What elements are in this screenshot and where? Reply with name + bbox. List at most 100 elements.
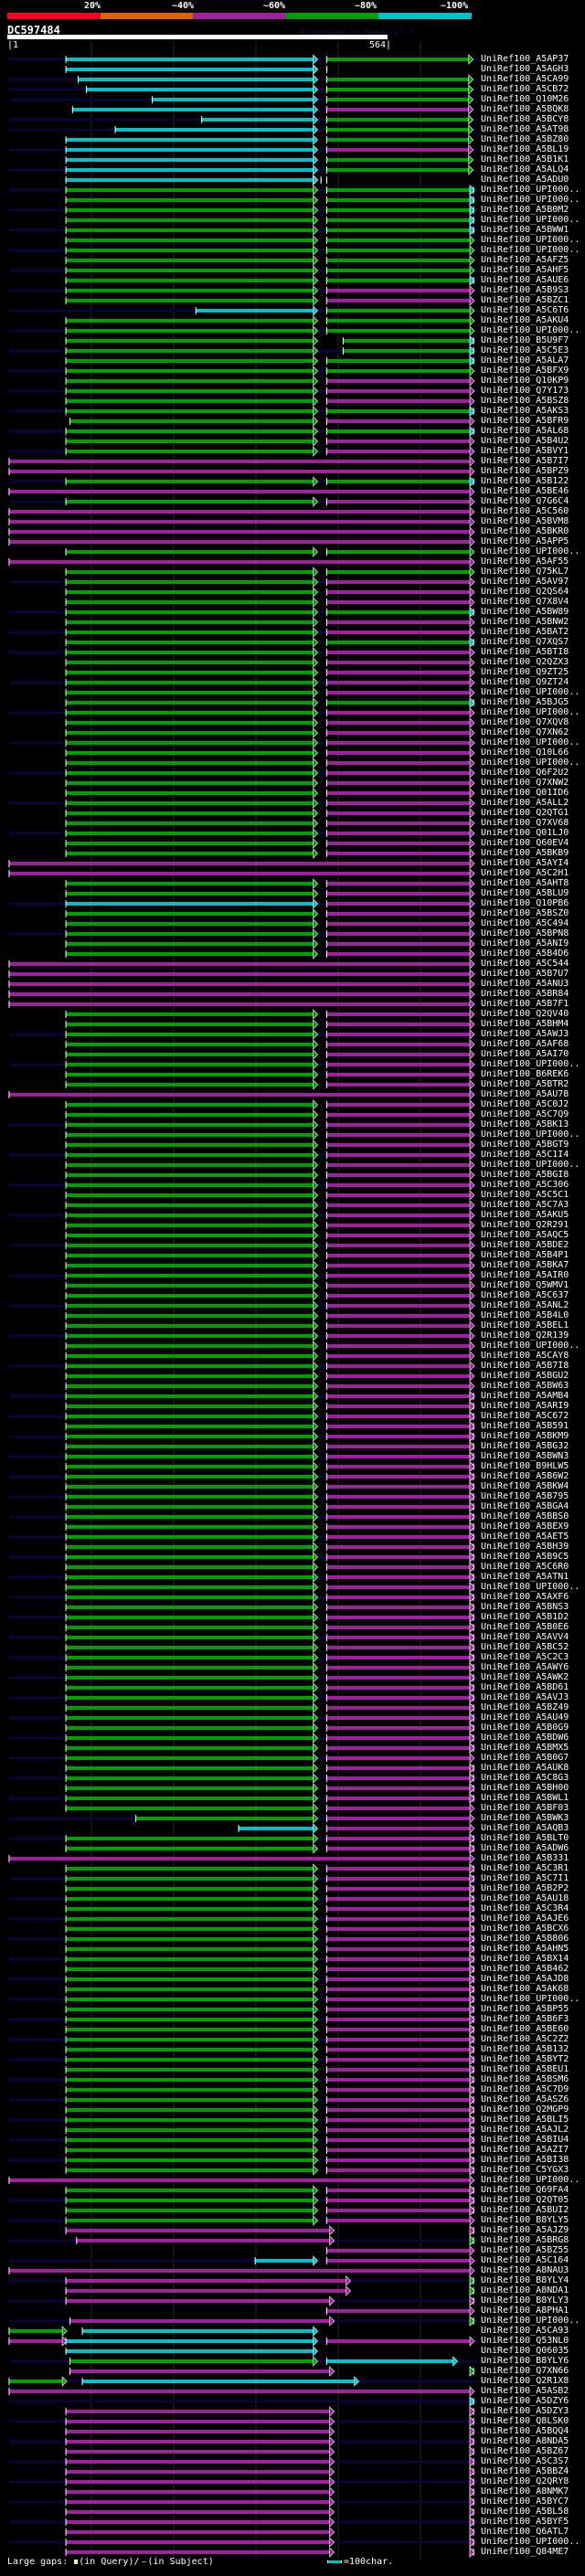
hit-label[interactable]: UniRef100_Q7G6C4 (481, 496, 569, 506)
hit-label[interactable]: UniRef100_A5BTR2 (481, 1079, 569, 1089)
hit-label[interactable]: UniRef100_A5B4L0 (481, 1310, 569, 1320)
hit-label[interactable]: UniRef100_A5AUK8 (481, 1763, 569, 1773)
hit-label[interactable]: UniRef100_B8YLY3 (481, 2295, 569, 2306)
hit-label[interactable]: UniRef100_A5BEX9 (481, 1521, 569, 1532)
hit-label[interactable]: UniRef100_A5AP37 (481, 54, 569, 64)
hit-label[interactable]: UniRef100_A5BSZ0 (481, 908, 569, 918)
hit-label[interactable]: UniRef100_A5APP5 (481, 536, 569, 546)
hit-label[interactable]: UniRef100_A5BX14 (481, 1954, 569, 1964)
hit-label[interactable]: UniRef100_A5BF03 (481, 1803, 569, 1813)
hit-label[interactable]: UniRef100_A5BRG8 (481, 2235, 569, 2245)
hit-label[interactable]: UniRef100_Q01LJ0 (481, 828, 569, 838)
hit-label[interactable]: UniRef100_A5BSZ8 (481, 396, 569, 406)
hit-label[interactable]: UniRef100_A5BQQ4 (481, 2426, 569, 2436)
hit-label[interactable]: UniRef100_A5BKW4 (481, 1481, 569, 1491)
hit-label[interactable]: UniRef100_A5BL19 (481, 144, 569, 154)
hit-label[interactable]: UniRef100_A5AJD8 (481, 1974, 569, 1984)
hit-label[interactable]: UniRef100_A5BP55 (481, 2004, 569, 2014)
hit-label[interactable]: UniRef100_Q7X8V4 (481, 597, 569, 607)
hit-label[interactable]: UniRef100_A5C7I1 (481, 1873, 569, 1883)
hit-label[interactable]: UniRef100_A5AKS3 (481, 406, 569, 416)
hit-label[interactable]: UniRef100_A5C1I4 (481, 1150, 569, 1160)
hit-label[interactable]: UniRef100_A5AZI7 (481, 2145, 569, 2155)
hit-label[interactable]: UniRef100_A5BZC1 (481, 295, 569, 305)
hit-label[interactable]: UniRef100_A5AJE6 (481, 1913, 569, 1924)
hit-label[interactable]: UniRef100_A5C7Q9 (481, 1109, 569, 1119)
hit-label[interactable]: UniRef100_A5BK13 (481, 1119, 569, 1129)
hit-label[interactable]: UniRef100_A5B9S3 (481, 285, 569, 295)
hit-label[interactable]: UniRef100_Q2QTG1 (481, 808, 569, 818)
hit-label[interactable]: UniRef100_Q7XNW2 (481, 778, 569, 788)
hit-label[interactable]: UniRef100_Q9ZT25 (481, 667, 569, 677)
hit-label[interactable]: UniRef100_A5AU49 (481, 1712, 569, 1723)
hit-label[interactable]: UniRef100_A5AU78 (481, 1089, 569, 1099)
hit-label[interactable]: UniRef100_B6REK6 (481, 1069, 569, 1079)
hit-label[interactable]: UniRef100_A5AGH3 (481, 64, 569, 74)
hit-label[interactable]: UniRef100_A5B0G9 (481, 1723, 569, 1733)
hit-label[interactable]: UniRef100_A5B4P1 (481, 1250, 569, 1260)
hit-label[interactable]: UniRef100_C5YGX3 (481, 2165, 569, 2175)
hit-label[interactable]: UniRef100_A5B1K1 (481, 154, 569, 164)
hit-label[interactable]: UniRef100_Q06035 (481, 2346, 569, 2356)
hit-label[interactable]: UniRef100_A5C3S7 (481, 2456, 569, 2466)
hit-label[interactable]: UniRef100_A5BWN3 (481, 1451, 569, 1461)
hit-label[interactable]: UniRef100_A5CA99 (481, 74, 569, 84)
hit-label[interactable]: UniRef100_A5CAY8 (481, 1351, 569, 1361)
hit-label[interactable]: UniRef100_A5AET5 (481, 1532, 569, 1542)
hit-label[interactable]: UniRef100_A5B1D2 (481, 1612, 569, 1622)
hit-label[interactable]: UniRef100_Q7XQS7 (481, 637, 569, 647)
hit-label[interactable]: UniRef100_A5BE46 (481, 486, 569, 496)
hit-label[interactable]: UniRef100_A5B7I8 (481, 1361, 569, 1371)
hit-label[interactable]: UniRef100_A5BLI5 (481, 2115, 569, 2125)
hit-label[interactable]: UniRef100_A5AK68 (481, 1984, 569, 1994)
hit-label[interactable]: UniRef100_A5C5C1 (481, 1190, 569, 1200)
hit-label[interactable]: UniRef100_A5AF68 (481, 1039, 569, 1049)
hit-label[interactable]: UniRef100_Q8LSK0 (481, 2416, 569, 2426)
hit-label[interactable]: UniRef100_A5BTI8 (481, 647, 569, 657)
hit-label[interactable]: UniRef100_A5AKU4 (481, 315, 569, 325)
hit-label[interactable]: UniRef100_Q6ATL7 (481, 2527, 569, 2537)
hit-label[interactable]: UniRef100_A5BVY1 (481, 446, 569, 456)
hit-label[interactable]: UniRef100_A5AWY6 (481, 1662, 569, 1672)
hit-label[interactable]: UniRef100_UPI000.. (481, 245, 580, 255)
hit-label[interactable]: UniRef100_A5BMX5 (481, 1743, 569, 1753)
hit-label[interactable]: UniRef100_A5BBZ4 (481, 2466, 569, 2476)
hit-label[interactable]: UniRef100_A5BYF5 (481, 2517, 569, 2527)
hit-label[interactable]: UniRef100_A5BWW1 (481, 225, 569, 235)
hit-label[interactable]: UniRef100_A5C2H1 (481, 868, 569, 878)
hit-label[interactable]: UniRef100_A8PHA1 (481, 2306, 569, 2316)
hit-label[interactable]: UniRef100_A5C7D9 (481, 2084, 569, 2094)
hit-label[interactable]: UniRef100_A5AHF5 (481, 265, 569, 275)
hit-label[interactable]: UniRef100_A5C560 (481, 506, 569, 516)
hit-label[interactable]: UniRef100_A5ADU0 (481, 175, 569, 185)
hit-label[interactable]: UniRef100_A5BSM6 (481, 2074, 569, 2084)
hit-label[interactable]: UniRef100_A5AFZ5 (481, 255, 569, 265)
hit-label[interactable]: UniRef100_UPI000.. (481, 215, 580, 225)
hit-label[interactable]: UniRef100_A5AVV4 (481, 1632, 569, 1642)
hit-label[interactable]: UniRef100_A5AYI4 (481, 858, 569, 868)
hit-label[interactable]: UniRef100_UPI000.. (481, 1582, 580, 1592)
hit-label[interactable]: UniRef100_Q75KL7 (481, 567, 569, 577)
hit-label[interactable]: UniRef100_A5CA93 (481, 2326, 569, 2336)
hit-label[interactable]: UniRef100_A5B795 (481, 1491, 569, 1501)
hit-label[interactable]: UniRef100_Q7Y173 (481, 386, 569, 396)
hit-label[interactable]: UniRef100_A5AI70 (481, 1049, 569, 1059)
hit-label[interactable]: UniRef100_A5BZ80 (481, 134, 569, 144)
hit-label[interactable]: UniRef100_A5ATN1 (481, 1572, 569, 1582)
hit-label[interactable]: UniRef100_A5ANU3 (481, 979, 569, 989)
hit-label[interactable]: UniRef100_A5ANI9 (481, 938, 569, 949)
hit-label[interactable]: UniRef100_UPI000.. (481, 2316, 580, 2326)
hit-label[interactable]: UniRef100_A5BWK3 (481, 1813, 569, 1823)
hit-label[interactable]: UniRef100_A8NDA1 (481, 2285, 569, 2295)
hit-label[interactable]: UniRef100_A5BH39 (481, 1542, 569, 1552)
hit-label[interactable]: UniRef100_A5BFR9 (481, 416, 569, 426)
hit-label[interactable]: UniRef100_UPI000.. (481, 195, 580, 205)
hit-label[interactable]: UniRef100_A5BDE2 (481, 1240, 569, 1250)
hit-label[interactable]: UniRef100_A5BKR0 (481, 526, 569, 536)
hit-label[interactable]: UniRef100_A5ASZ6 (481, 2094, 569, 2104)
hit-label[interactable]: UniRef100_A5ADW6 (481, 1843, 569, 1853)
hit-label[interactable]: UniRef100_A5B9C5 (481, 1552, 569, 1562)
hit-label[interactable]: UniRef100_A5BZ67 (481, 2446, 569, 2456)
hit-label[interactable]: UniRef100_UPI000.. (481, 1341, 580, 1351)
hit-label[interactable]: UniRef100_Q60EV4 (481, 838, 569, 848)
